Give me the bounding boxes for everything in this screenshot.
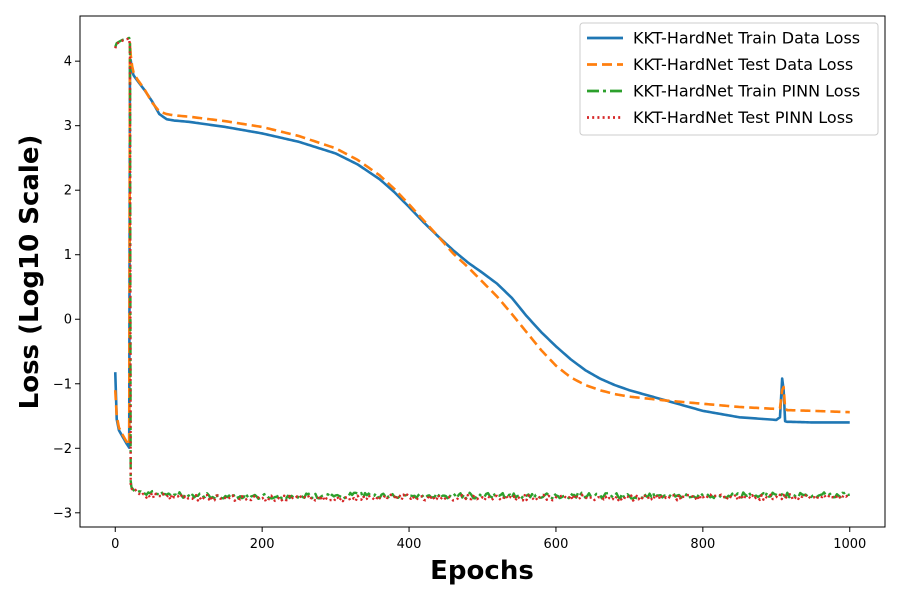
series-line-1 (113, 58, 850, 449)
legend-label-1: KKT-HardNet Train Data Loss (633, 29, 860, 48)
y-tick-label: 0 (64, 313, 72, 328)
legend-box (579, 22, 879, 136)
legend-label-3: KKT-HardNet Train PINN Loss (633, 82, 860, 101)
legend: KKT-HardNet Train Data Loss KKT-HardNet T… (579, 22, 879, 136)
x-tick-label: 400 (397, 537, 422, 552)
y-tick-label: −2 (53, 442, 72, 457)
y-tick-label: 3 (64, 119, 72, 134)
legend-label-2: KKT-HardNet Test Data Loss (633, 55, 853, 74)
plot-area (113, 36, 851, 503)
y-tick-label: 4 (64, 55, 72, 70)
y-tick-label: 1 (64, 248, 72, 263)
x-tick-label: 200 (250, 537, 275, 552)
legend-label-4: KKT-HardNet Test PINN Loss (633, 108, 853, 127)
x-tick-label: 800 (690, 537, 715, 552)
x-tick-label: 600 (544, 537, 569, 552)
series-line-2 (113, 41, 850, 447)
x-tick-label: 0 (111, 537, 119, 552)
series-line-4 (114, 37, 851, 503)
y-axis-label: Loss (Log10 Scale) (15, 135, 45, 410)
x-tick-label: 1000 (833, 537, 866, 552)
plot-frame (79, 15, 886, 528)
y-tick-label: 2 (64, 184, 72, 199)
y-tick-label: −3 (53, 506, 72, 521)
y-tick-label: −1 (53, 377, 72, 392)
x-axis-label: Epochs (430, 556, 534, 586)
axes: 0 200 400 600 800 1000 −3 −2 −1 0 1 2 3 4 (53, 15, 886, 552)
